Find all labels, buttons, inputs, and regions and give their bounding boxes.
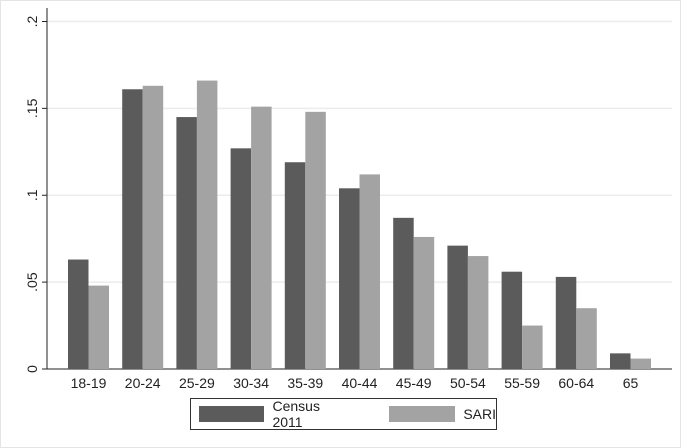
x-tick-label: 25-29 <box>179 375 215 391</box>
legend-swatch-sari <box>389 406 456 422</box>
bar-sari-60-64 <box>576 308 597 369</box>
bar-sari-25-29 <box>196 80 218 369</box>
x-tick-label: 60-64 <box>558 375 594 391</box>
y-tick-label: .05 <box>24 272 40 292</box>
legend-item-sari: SARI <box>381 406 496 422</box>
bar-census-65 <box>610 353 631 369</box>
bar-census-55-59 <box>501 271 523 369</box>
bar-sari-45-49 <box>413 236 435 369</box>
x-tick-label: 20-24 <box>125 375 161 391</box>
bar-sari-18-19 <box>88 285 109 369</box>
legend-label-sari: SARI <box>463 406 496 422</box>
x-tick-label: 45-49 <box>396 375 432 391</box>
bar-sari-20-24 <box>142 85 164 369</box>
bar-census-25-29 <box>176 117 197 369</box>
y-tick-label: .15 <box>24 98 40 118</box>
legend-swatch-census <box>199 406 265 422</box>
x-tick-label: 55-59 <box>504 375 540 391</box>
legend-label-census: Census 2011 <box>272 398 320 430</box>
bar-sari-55-59 <box>522 325 543 369</box>
bar-census-20-24 <box>122 89 143 369</box>
bar-sari-35-39 <box>305 111 326 369</box>
x-tick-label: 30-34 <box>233 375 269 391</box>
bar-sari-40-44 <box>359 174 380 369</box>
bar-census-35-39 <box>284 162 306 369</box>
bar-sari-50-54 <box>467 256 489 369</box>
y-tick-label: .1 <box>24 189 40 201</box>
bar-census-40-44 <box>339 188 360 369</box>
bar-census-60-64 <box>555 276 577 369</box>
legend-item-census: Census 2011 <box>191 398 353 430</box>
bar-census-30-34 <box>230 148 252 369</box>
x-tick-label: 18-19 <box>71 375 107 391</box>
x-tick-label: 35-39 <box>287 375 323 391</box>
x-tick-label: 65 <box>623 375 639 391</box>
y-tick-label: 0 <box>24 365 40 373</box>
bar-census-45-49 <box>393 217 414 369</box>
bar-census-18-19 <box>68 259 89 369</box>
bar-sari-30-34 <box>251 106 272 369</box>
bar-sari-65 <box>630 358 651 369</box>
bar-census-50-54 <box>447 245 468 369</box>
y-tick-label: .2 <box>24 15 40 27</box>
legend: Census 2011 SARI <box>190 398 497 430</box>
x-tick-label: 50-54 <box>450 375 486 391</box>
x-tick-label: 40-44 <box>342 375 378 391</box>
